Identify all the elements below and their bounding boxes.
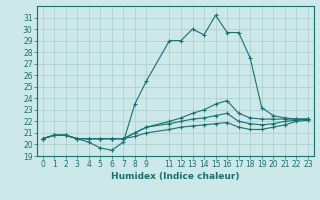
X-axis label: Humidex (Indice chaleur): Humidex (Indice chaleur) [111, 172, 239, 181]
